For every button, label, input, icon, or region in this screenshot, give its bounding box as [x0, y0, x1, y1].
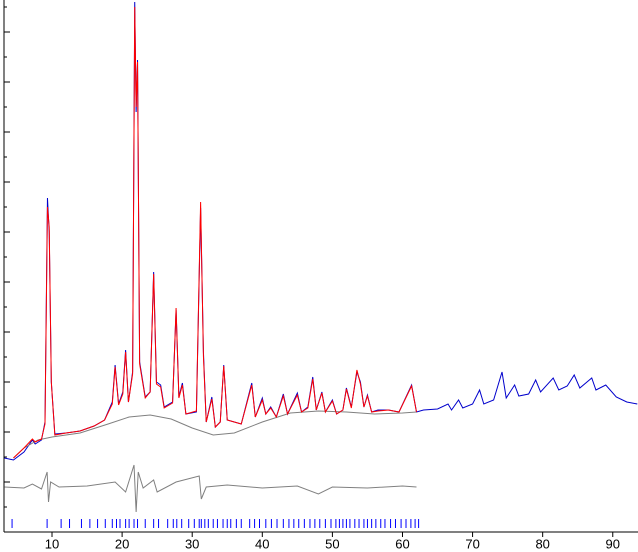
- x-tick-label: 70: [465, 536, 479, 551]
- x-tick-label: 50: [325, 536, 339, 551]
- data-line: [4, 1, 638, 461]
- data-line: [4, 464, 417, 513]
- x-tick-label: 20: [115, 536, 129, 551]
- x-tick-label: 90: [606, 536, 620, 551]
- data-line: [13, 6, 417, 459]
- x-tick-label: 10: [45, 536, 59, 551]
- x-tick-label: 30: [185, 536, 199, 551]
- x-tick-label: 60: [395, 536, 409, 551]
- x-tick-label: 40: [255, 536, 269, 551]
- data-line: [13, 410, 417, 459]
- x-tick-label: 80: [535, 536, 549, 551]
